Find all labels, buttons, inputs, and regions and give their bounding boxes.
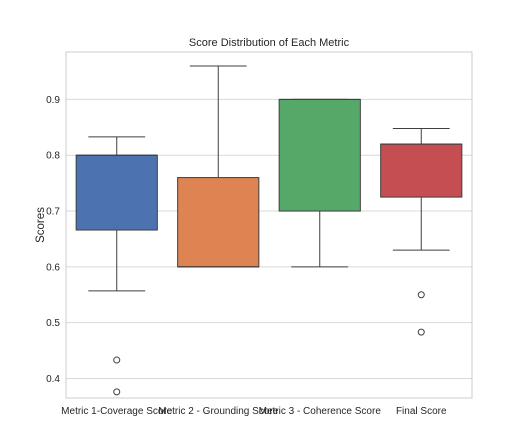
x-tick-label: Final Score (396, 406, 447, 417)
y-axis-ticks: 0.4 0.5 0.6 0.7 0.8 0.9 (46, 95, 60, 385)
outlier-point (417, 291, 425, 299)
box-2 (177, 65, 260, 268)
outlier-point (113, 356, 121, 364)
chart-title: Score Distribution of Each Metric (189, 37, 350, 49)
outlier-point (417, 328, 425, 336)
plot-area-frame (65, 51, 473, 399)
y-tick-label: 0.8 (46, 151, 60, 162)
gridlines (66, 98, 472, 379)
y-tick-label: 0.4 (46, 374, 60, 385)
outlier-point (113, 388, 121, 396)
box-body (380, 143, 463, 198)
box-body (75, 154, 158, 231)
box-1 (75, 136, 158, 396)
x-tick-label: Metric 3 - Coherence Score (259, 406, 382, 417)
box-body (278, 98, 361, 212)
y-tick-label: 0.6 (46, 262, 60, 273)
y-tick-label: 0.9 (46, 95, 60, 106)
box-body (177, 177, 260, 268)
box-3 (278, 98, 361, 268)
y-tick-label: 0.5 (46, 318, 60, 329)
x-tick-label: Metric 1-Coverage Score (61, 406, 173, 417)
box-4 (380, 127, 463, 336)
y-tick-label: 0.7 (46, 207, 60, 218)
y-axis-label: Scores (35, 207, 47, 243)
boxes (75, 65, 463, 396)
x-tick-label: Metric 2 - Grounding Score (158, 406, 278, 417)
